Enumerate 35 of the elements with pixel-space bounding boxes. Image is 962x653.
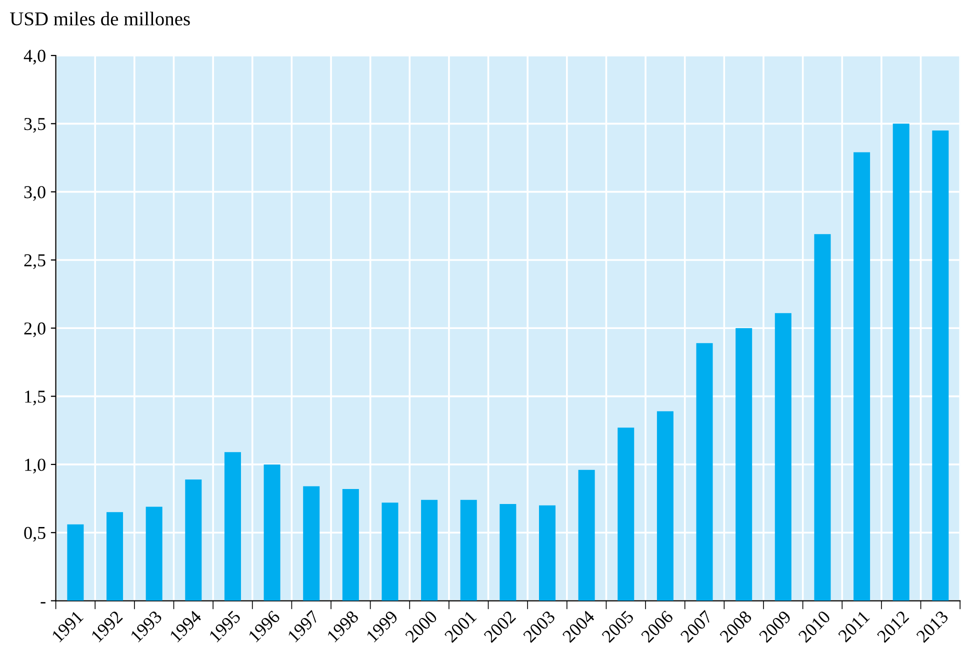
y-tick-label: 4,0 [24, 50, 46, 65]
y-tick-label: 3,0 [24, 186, 46, 201]
bar [538, 505, 556, 601]
y-tick-label: 1,0 [25, 458, 46, 474]
bar [854, 152, 870, 601]
bar [342, 488, 359, 601]
bar [67, 524, 84, 601]
y-axis-title: USD miles de millones [10, 12, 190, 26]
bar [421, 500, 438, 601]
bar [656, 411, 674, 601]
y-tick-label: 2,0 [24, 322, 46, 338]
x-tick-label: 1991 [51, 610, 84, 642]
y-tick-label: 3,5 [24, 118, 46, 133]
bar [736, 328, 752, 601]
bar [303, 486, 320, 601]
bar [892, 124, 910, 601]
bar [814, 234, 831, 601]
bar [224, 452, 241, 601]
y-tick-label: - [40, 602, 46, 604]
bar [185, 479, 202, 601]
bar [382, 502, 398, 601]
y-tick-label: 2,5 [24, 254, 46, 270]
y-tick-label: 0,5 [24, 526, 46, 542]
bar [460, 500, 477, 601]
bar [146, 506, 162, 601]
bar [696, 343, 713, 601]
bar [264, 464, 280, 601]
bar [500, 504, 516, 601]
bar [618, 428, 634, 601]
x-tick-label: 2011 [838, 610, 870, 643]
bar [932, 130, 949, 601]
y-tick-label: 1,5 [25, 390, 46, 406]
bar [106, 512, 124, 601]
bar [578, 470, 595, 601]
bar [774, 313, 792, 601]
